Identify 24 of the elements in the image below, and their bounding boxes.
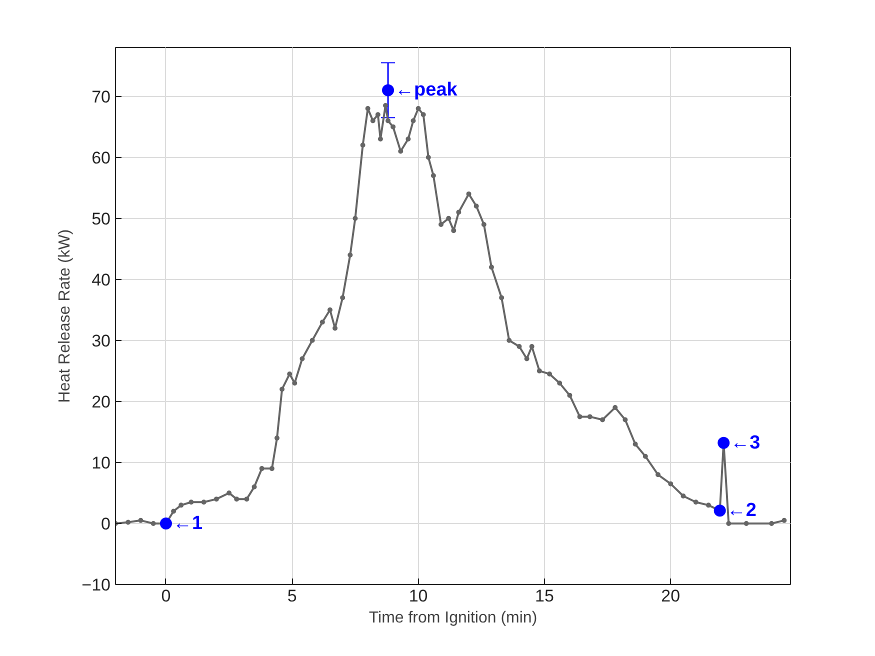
y-tick-label: 40 <box>92 270 111 290</box>
point <box>714 504 726 517</box>
point <box>160 517 172 530</box>
annotation: ←2 <box>726 500 756 522</box>
y-tick-label: 50 <box>92 209 111 228</box>
x-axis-title: Time from Ignition (min) <box>368 610 538 626</box>
annotation: ←peak <box>395 80 458 101</box>
point <box>718 436 730 449</box>
y-axis-title: Heat Release Rate (kW) <box>56 229 74 403</box>
y-tick-label: −10 <box>82 576 111 594</box>
x-tick-label: 10 <box>408 586 428 606</box>
y-tick-label: 20 <box>92 392 111 412</box>
annotation: ←1 <box>172 512 203 534</box>
x-tick-label: 0 <box>161 586 171 606</box>
x-tick-label: 5 <box>287 586 297 606</box>
y-tick-label: 30 <box>92 331 111 350</box>
annotation: ←3 <box>730 432 760 454</box>
y-tick-label: 70 <box>92 87 111 106</box>
point <box>382 84 394 96</box>
x-tick-label: 20 <box>661 586 680 606</box>
y-tick-label: 10 <box>92 453 111 472</box>
y-tick-label: 60 <box>92 148 111 168</box>
y-tick-label: 0 <box>101 514 111 534</box>
x-tick-label: 15 <box>535 586 554 606</box>
